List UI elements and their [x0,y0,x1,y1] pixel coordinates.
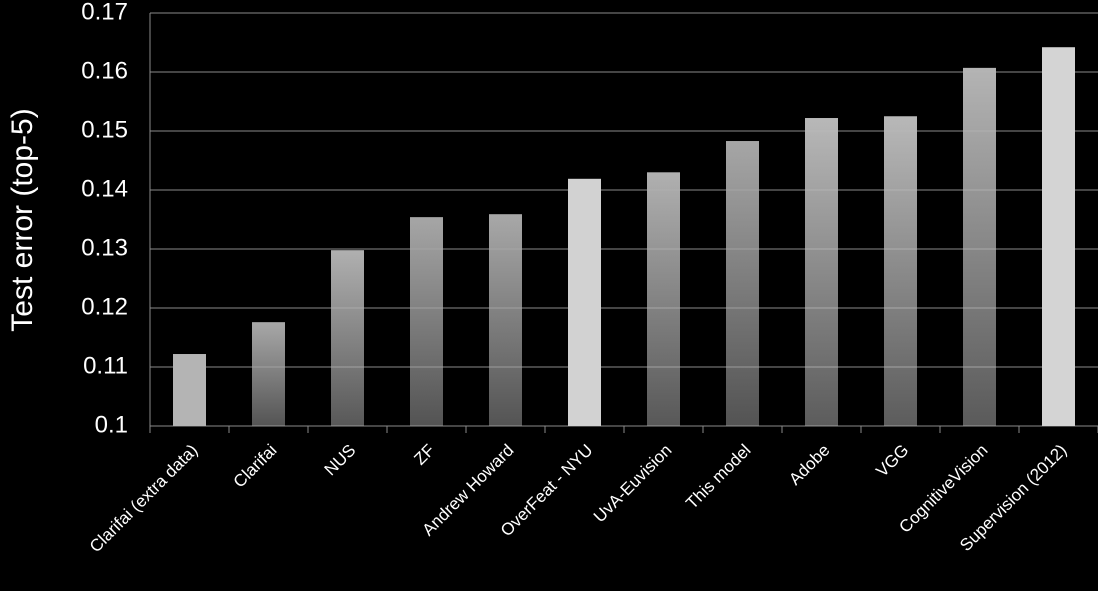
x-tick-label: Adobe [785,441,833,489]
x-tick-label: UvA-Euvision [590,441,676,527]
bar [805,118,838,427]
bar [410,217,443,426]
bar [252,322,285,426]
x-tick-label: ZF [410,441,438,469]
y-tick-label: 0.14 [81,175,128,202]
bar [884,116,917,426]
bar [568,178,601,426]
bar [726,141,759,426]
y-tick-label: 0.13 [81,234,128,261]
bar [647,172,680,426]
x-tick-label: NUS [321,441,360,480]
bar [1042,47,1075,426]
y-tick-label: 0.17 [81,0,128,25]
bar [173,354,206,426]
bar [331,250,364,426]
x-tick-label: Clarifai (extra data) [86,441,202,557]
y-tick-label: 0.16 [81,57,128,84]
y-tick-label: 0.12 [81,293,128,320]
x-tick-label: VGG [872,441,912,481]
bar [489,214,522,426]
bar [963,67,996,427]
y-tick-label: 0.11 [83,352,128,379]
y-tick-label: 0.15 [81,116,128,143]
y-axis-title: Test error (top-5) [6,108,39,331]
x-tick-label: Clarifai [230,441,281,492]
x-tick-label: This model [682,441,754,513]
y-tick-label: 0.1 [95,411,128,438]
